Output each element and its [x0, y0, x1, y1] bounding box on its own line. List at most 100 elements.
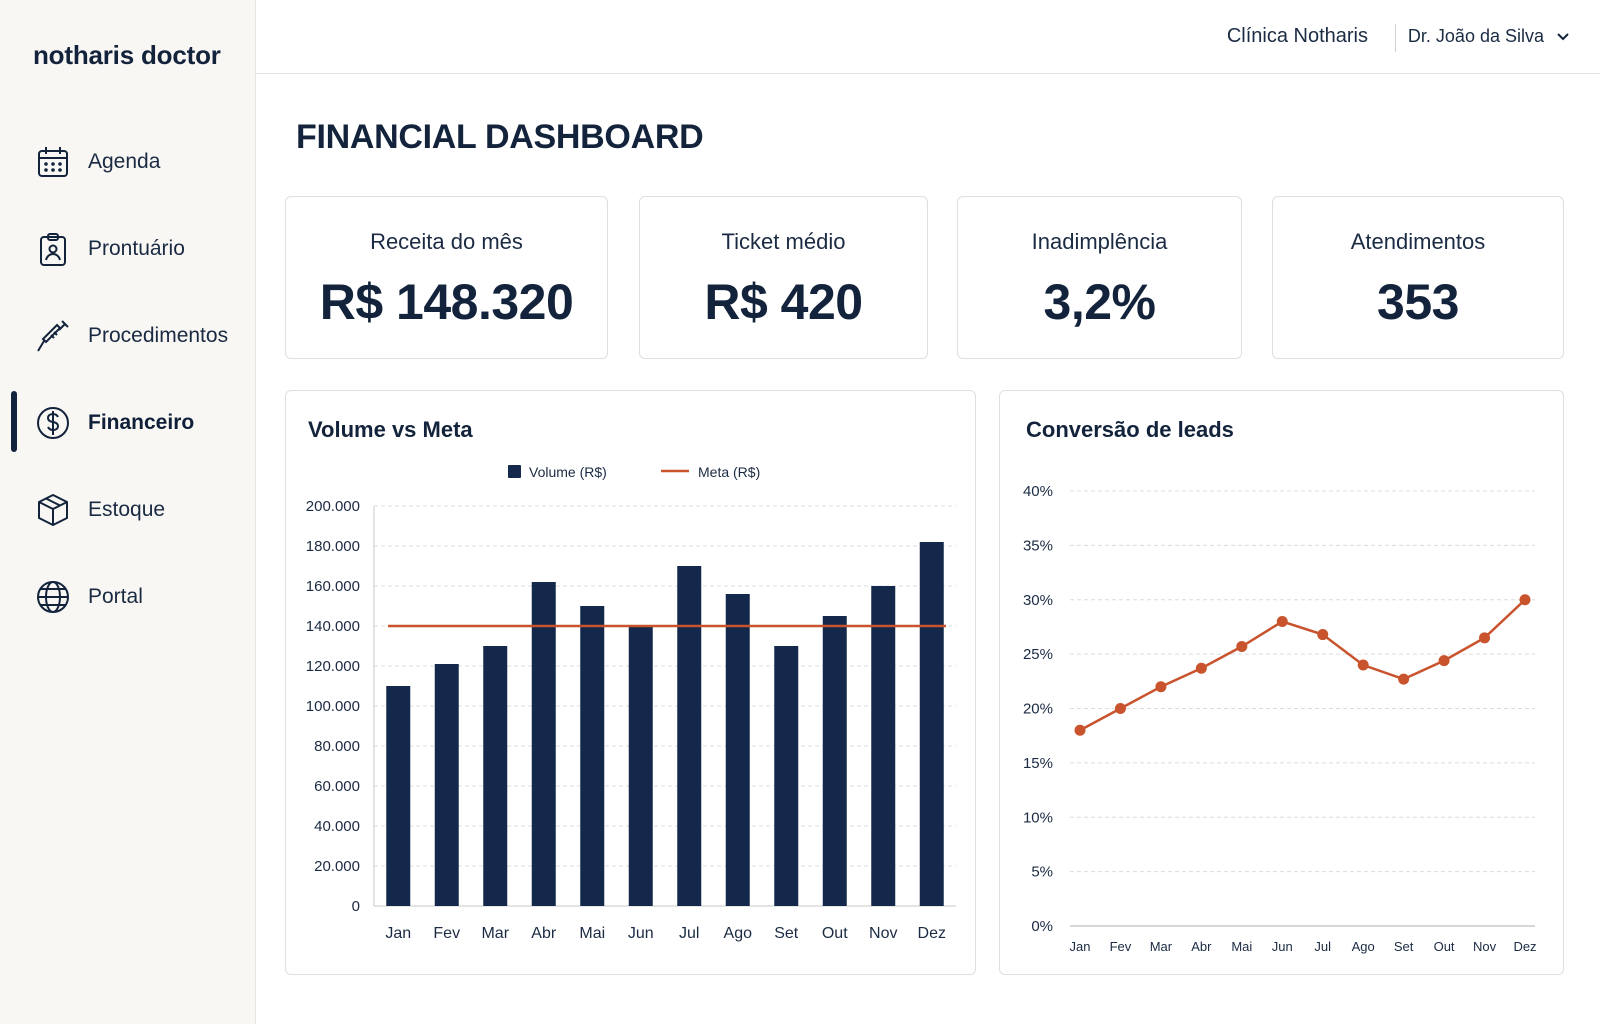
x-tick-label: Jun: [1272, 939, 1293, 954]
kpi-value: 3,2%: [1043, 274, 1156, 330]
x-tick-label: Out: [822, 925, 848, 942]
globe-icon: [34, 578, 72, 616]
x-tick-label: Dez: [1513, 939, 1536, 954]
dollar-circle-icon: [34, 404, 72, 442]
kpi-card-ticket: Ticket médio R$ 420: [639, 196, 928, 359]
kpi-value: 353: [1377, 274, 1459, 330]
y-tick-label: 80.000: [314, 738, 360, 755]
bar: [919, 542, 944, 906]
x-tick-label: Mai: [579, 925, 605, 942]
chart-title: Conversão de leads: [1026, 417, 1234, 442]
data-point: [1519, 594, 1531, 606]
y-tick-label: 30%: [1023, 592, 1053, 609]
y-tick-label: 20.000: [314, 858, 360, 875]
x-tick-label: Jan: [385, 925, 411, 942]
y-tick-label: 25%: [1023, 646, 1053, 663]
kpi-value: R$ 148.320: [319, 274, 574, 330]
user-menu[interactable]: Dr. João da Silva: [1408, 26, 1570, 47]
y-tick-label: 60.000: [314, 778, 360, 795]
x-tick-label: Mar: [1150, 939, 1173, 954]
legend-swatch-volume: [508, 465, 521, 478]
data-point: [1114, 703, 1126, 714]
x-tick-label: Set: [774, 925, 799, 942]
sidebar-item-label: Prontuário: [88, 236, 185, 260]
y-tick-label: 20%: [1023, 701, 1053, 718]
y-tick-label: 200.000: [306, 498, 360, 515]
x-tick-label: Ago: [724, 925, 753, 942]
sidebar-item-label: Financeiro: [88, 410, 195, 434]
kpi-value: R$ 420: [704, 274, 863, 330]
y-tick-label: 100.000: [306, 698, 360, 715]
x-tick-label: Jul: [1314, 939, 1331, 954]
bar: [483, 646, 508, 906]
sidebar: notharis doctor Agenda: [0, 0, 256, 1024]
data-point: [1398, 673, 1410, 685]
divider: [1395, 24, 1396, 52]
bar: [677, 566, 702, 906]
user-name: Dr. João da Silva: [1407, 26, 1544, 46]
x-tick-label: Mai: [1231, 939, 1252, 954]
x-tick-label: Out: [1434, 939, 1455, 954]
legend-label-volume: Volume (R$): [529, 464, 607, 480]
top-bar: Clínica Notharis Dr. João da Silva: [256, 0, 1600, 74]
conversao-leads-chart: 0% 5% 10% 15% 20% 25% 30% 35% 40% Jan Fev Mar Abr Mai…: [1023, 483, 1537, 954]
sidebar-item-procedimentos[interactable]: Procedimentos: [0, 292, 256, 379]
x-tick-label: Fev: [1110, 939, 1132, 954]
x-tick-label: Dez: [918, 925, 946, 942]
bar: [725, 594, 750, 906]
bar: [386, 686, 411, 906]
bar: [822, 616, 847, 906]
sidebar-item-prontuario[interactable]: Prontuário: [0, 205, 256, 292]
chevron-down-icon: [1557, 32, 1569, 40]
y-tick-label: 160.000: [306, 578, 360, 595]
syringe-icon: [34, 317, 72, 355]
legend-label-meta: Meta (R$): [698, 464, 760, 480]
volume-chart-card: Volume vs Meta 0 20.000 40.000 60.000 80.000…: [285, 390, 976, 975]
box-icon: [34, 491, 72, 529]
conversion-line: [1079, 598, 1526, 732]
sidebar-item-label: Agenda: [88, 149, 161, 173]
y-tick-label: 40%: [1023, 483, 1053, 500]
kpi-label: Ticket médio: [721, 229, 846, 254]
x-tick-label: Mar: [481, 925, 509, 942]
y-tick-label: 0: [352, 898, 360, 915]
y-tick-label: 120.000: [306, 658, 360, 675]
sidebar-item-agenda[interactable]: Agenda: [0, 118, 256, 205]
sidebar-nav: Agenda Prontuário: [0, 118, 256, 640]
data-point: [1438, 655, 1450, 667]
data-point: [1195, 662, 1207, 674]
x-tick-label: Jul: [679, 925, 699, 942]
y-tick-label: 40.000: [314, 818, 360, 835]
bar: [531, 582, 556, 906]
sidebar-item-financeiro[interactable]: Financeiro: [0, 379, 256, 466]
kpi-card-receita: Receita do mês R$ 148.320: [285, 196, 608, 359]
kpi-label: Inadimplência: [1031, 229, 1168, 254]
kpi-card-inadimplencia: Inadimplência 3,2%: [957, 196, 1242, 359]
bar: [580, 606, 605, 906]
x-tick-label: Set: [1394, 939, 1414, 954]
bar: [774, 646, 799, 906]
y-tick-label: 140.000: [306, 618, 360, 635]
sidebar-item-label: Estoque: [88, 497, 166, 521]
leads-chart-card: Conversão de leads 0% 5% 10% 15% 20% 25% 30% 35…: [999, 390, 1564, 975]
sidebar-item-portal[interactable]: Portal: [0, 553, 256, 640]
x-tick-label: Abr: [531, 925, 557, 942]
x-tick-label: Jan: [1070, 939, 1091, 954]
sidebar-item-label: Procedimentos: [88, 323, 229, 347]
data-point: [1236, 641, 1248, 653]
data-point: [1317, 629, 1329, 641]
sidebar-item-estoque[interactable]: Estoque: [0, 466, 256, 553]
y-tick-label: 5%: [1031, 864, 1053, 881]
x-tick-label: Ago: [1352, 939, 1375, 954]
x-tick-label: Nov: [869, 925, 897, 942]
volume-vs-meta-chart: 0 20.000 40.000 60.000 80.000 100.000 120.000 1…: [306, 464, 956, 942]
y-tick-label: 15%: [1023, 755, 1053, 772]
data-point: [1479, 632, 1491, 644]
calendar-icon: [34, 143, 72, 181]
x-tick-label: Abr: [1191, 939, 1212, 954]
y-tick-label: 180.000: [306, 538, 360, 555]
y-tick-label: 0%: [1031, 918, 1053, 935]
brand-logo: notharis doctor: [33, 40, 221, 70]
x-tick-label: Jun: [628, 925, 654, 942]
y-tick-label: 35%: [1023, 537, 1053, 554]
